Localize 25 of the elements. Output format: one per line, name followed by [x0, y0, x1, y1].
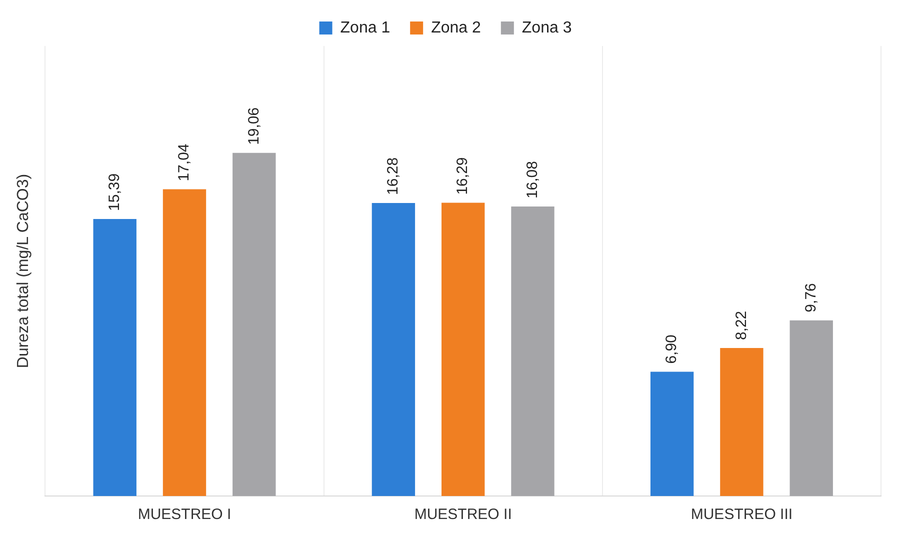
- bar: [650, 372, 694, 496]
- bar: [442, 202, 485, 496]
- bar: [93, 218, 136, 496]
- bar: [720, 348, 764, 496]
- legend-label: Zona 3: [522, 19, 572, 36]
- data-label: 19,06: [245, 107, 262, 145]
- data-label: 16,08: [524, 161, 541, 199]
- x-tick-label: MUESTREO III: [690, 506, 793, 524]
- data-label: 9,76: [802, 283, 820, 312]
- x-tick-label: MUESTREO II: [414, 506, 512, 524]
- data-label: 8,22: [732, 310, 750, 340]
- y-axis-title: Dureza total (mg/L CaCO3): [15, 174, 32, 368]
- legend-label: Zona 2: [431, 19, 482, 36]
- bar: [372, 202, 416, 496]
- x-tick-label: MUESTREO I: [138, 506, 232, 524]
- data-label: 17,04: [176, 144, 193, 182]
- data-label: 16,28: [384, 157, 402, 195]
- data-label: 15,39: [106, 173, 123, 211]
- bar: [511, 206, 554, 496]
- data-label: 6,90: [663, 334, 680, 364]
- bar: [790, 320, 833, 496]
- legend-label: Zona 1: [340, 19, 390, 36]
- bar: [232, 152, 276, 496]
- bar: [162, 189, 206, 496]
- data-label: 16,29: [454, 157, 472, 195]
